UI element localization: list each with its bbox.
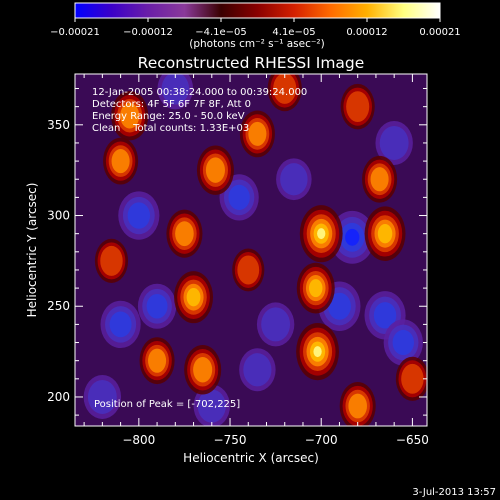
x-tick-label: −700: [305, 433, 338, 447]
colorbar-tick-label: 4.1e−05: [272, 27, 315, 38]
heatmap-hotspot: [377, 224, 393, 244]
heatmap-hotspot: [313, 346, 322, 358]
heatmap-hotspot: [175, 221, 194, 247]
y-tick-label: 200: [47, 390, 70, 404]
colorbar-units-label: (photons cm⁻² s⁻¹ asec⁻²): [189, 38, 324, 50]
heatmap-image: [83, 74, 427, 426]
x-axis-label: Heliocentric X (arcsec): [183, 451, 319, 465]
heatmap-coldspot: [327, 292, 351, 320]
plot-frame: [74, 73, 428, 427]
heatmap-hotspot: [193, 357, 213, 383]
y-tick-label: 350: [47, 118, 70, 132]
x-tick-label: −800: [122, 433, 155, 447]
heatmap-hotspot: [273, 74, 297, 104]
colorbar-ticks: −0.00021 −0.00012 −4.1e−05 4.1e−05 0.00012 0.…: [50, 18, 461, 38]
render-timestamp: 3-Jul-2013 13:57: [412, 487, 496, 498]
heatmap-hotspot: [148, 348, 167, 373]
y-tick-label: 300: [47, 209, 70, 223]
heatmap-coldspot: [87, 379, 117, 414]
heatmap-coldspot: [345, 228, 360, 246]
colorbar-frame: [74, 2, 441, 19]
heatmap-hotspot: [100, 245, 123, 276]
heatmap-coldspot: [392, 329, 415, 356]
heatmap-coldspot: [261, 307, 291, 342]
x-tick-label: −750: [214, 433, 247, 447]
y-axis-label: Heliocentric Y (arcsec): [25, 183, 39, 318]
heatmap-coldspot: [109, 311, 132, 338]
heatmap-coldspot: [280, 163, 308, 196]
y-tick-label: 250: [47, 299, 70, 313]
annotation-time-range: 12-Jan-2005 00:38:24.000 to 00:39:24.000: [92, 87, 307, 98]
heatmap-hotspot: [370, 167, 389, 192]
heatmap-coldspot: [161, 74, 190, 105]
x-axis: −800 −750 −700 −650: [83, 74, 429, 447]
chart-title: Reconstructed RHESSI Image: [138, 54, 365, 72]
colorbar-tick-label: −0.00021: [50, 27, 100, 38]
heatmap-coldspot: [373, 302, 397, 329]
heatmap-hotspot: [317, 228, 326, 240]
colorbar-tick-label: −0.00012: [123, 27, 173, 38]
heatmap-hotspot: [120, 103, 140, 129]
annotation-energy-range: Energy Range: 25.0 - 50.0 keV: [92, 111, 245, 122]
heatmap-hotspot: [401, 363, 424, 394]
colorbar-tick-label: 0.00021: [419, 27, 460, 38]
y-axis: 200 250 300 350: [47, 88, 427, 416]
heatmap-hotspot: [346, 91, 370, 123]
heatmap-coldspot: [243, 353, 272, 387]
heatmap-coldspot: [228, 184, 250, 210]
plot-annotations: 12-Jan-2005 00:38:24.000 to 00:39:24.000…: [92, 87, 307, 410]
heatmap-hotspot: [205, 157, 225, 183]
heatmap-coldspot: [146, 293, 168, 319]
heatmap-hotspot: [237, 255, 260, 285]
heatmap-hotspot: [309, 279, 323, 298]
heatmap-hotspot: [248, 121, 267, 146]
colorbar-tick-label: −4.1e−05: [195, 27, 247, 38]
heatmap-hotspot: [111, 149, 130, 174]
annotation-peak-position: Position of Peak = [-702,225]: [94, 399, 240, 410]
heatmap-hotspot: [348, 393, 367, 419]
heatmap-coldspot: [127, 202, 151, 229]
heatmap-coldspot: [197, 389, 226, 423]
annotation-clean-counts: Clean Total counts: 1.33E+03: [92, 123, 249, 134]
colorbar: [75, 3, 440, 18]
x-tick-label: −650: [396, 433, 429, 447]
colorbar-tick-label: 0.00012: [346, 27, 387, 38]
heatmap-hotspot: [186, 287, 201, 307]
annotation-detectors: Detectors: 4F 5F 6F 7F 8F, Att 0: [92, 99, 251, 110]
heatmap-coldspot: [379, 125, 409, 160]
